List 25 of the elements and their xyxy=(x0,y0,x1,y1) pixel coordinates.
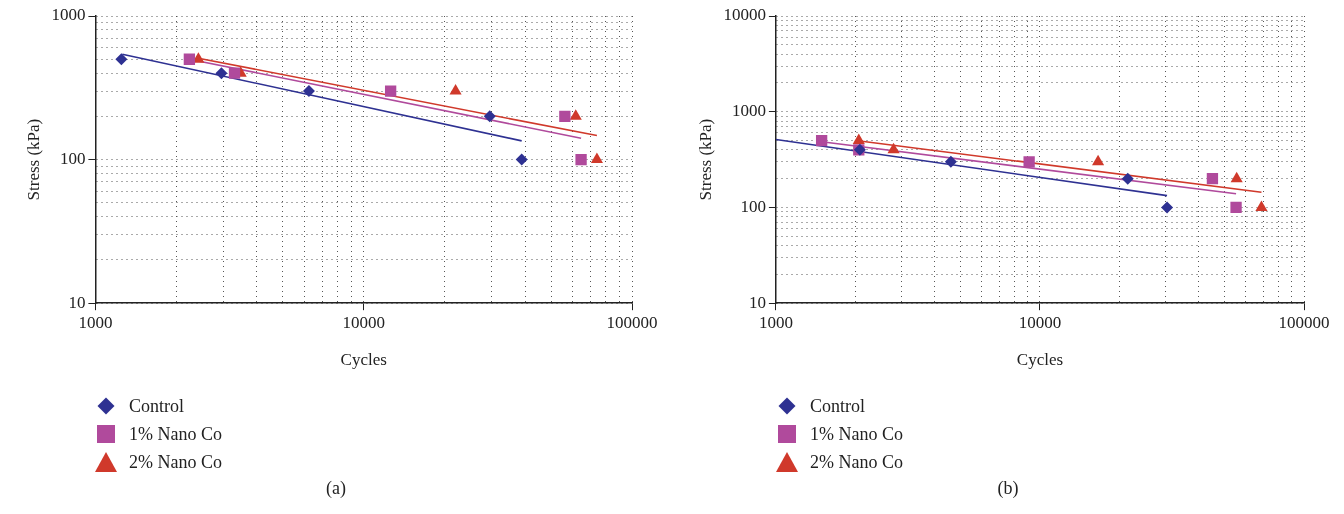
x-axis-title: Cycles xyxy=(340,350,387,370)
text: (a) xyxy=(325,478,347,499)
legend-label: 1% Nano Co xyxy=(129,423,222,445)
x-tick-label: 10000 xyxy=(1018,312,1062,332)
y-tick-label: 100 xyxy=(59,149,86,169)
y-tick-label: 10 xyxy=(68,292,86,312)
legend-label: Control xyxy=(129,395,185,417)
x-axis-title: Cycles xyxy=(1016,350,1064,370)
legend-label: Control xyxy=(810,395,866,417)
y-axis-title: Stress (kPa) xyxy=(695,118,715,201)
y-tick-label: 100 xyxy=(740,196,766,216)
x-tick-label: 1000 xyxy=(758,312,793,332)
legend-label: 1% Nano Co xyxy=(810,423,903,445)
text: (b) xyxy=(996,478,1020,499)
y-tick-label: 1000 xyxy=(51,5,86,25)
x-tick-label: 10000 xyxy=(342,312,385,332)
y-axis-title: Stress (kPa) xyxy=(23,118,43,201)
legend-label: 2% Nano Co xyxy=(810,451,903,473)
x-tick-label: 100000 xyxy=(1278,312,1330,332)
y-tick-label: 10000 xyxy=(723,5,766,25)
x-tick-label: 100000 xyxy=(606,312,658,332)
legend-label: 2% Nano Co xyxy=(129,451,222,473)
x-tick-label: 1000 xyxy=(78,312,113,332)
y-tick-label: 1000 xyxy=(731,101,766,121)
y-tick-label: 10 xyxy=(748,292,766,312)
